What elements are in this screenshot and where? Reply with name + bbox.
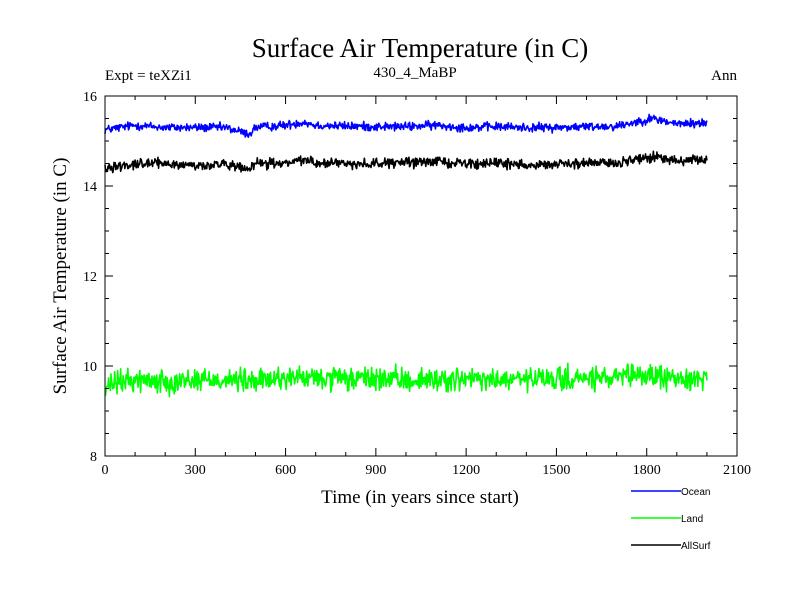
x-axis-label: Time (in years since start) [321, 487, 519, 508]
legend-label-ocean: Ocean [681, 487, 710, 498]
x-tick-label: 900 [365, 463, 386, 478]
x-tick-label: 600 [275, 463, 296, 478]
series-line-land [104, 362, 708, 398]
x-tick-label: 300 [185, 463, 206, 478]
legend: Ocean Land AllSurf [631, 487, 711, 552]
y-tick-label: 8 [90, 450, 97, 465]
axis-ticks [104, 95, 738, 457]
y-axis-label: Surface Air Temperature (in C) [50, 158, 71, 395]
x-tick-label: 1800 [633, 463, 661, 478]
plot-lines [104, 113, 708, 398]
y-tick-label: 12 [83, 270, 97, 285]
subtitle-right: Ann [711, 68, 737, 84]
y-tick-label: 14 [83, 180, 97, 195]
x-tick-label: 2100 [723, 463, 751, 478]
legend-label-allsurf: AllSurf [681, 541, 711, 552]
x-tick-label: 0 [102, 463, 109, 478]
chart-title: Surface Air Temperature (in C) [252, 33, 589, 63]
x-tick-label: 1500 [542, 463, 570, 478]
legend-label-land: Land [681, 514, 703, 525]
plot-frame [104, 95, 738, 457]
series-line-allsurf [104, 150, 708, 174]
y-tick-label: 16 [83, 90, 97, 105]
y-tick-label: 10 [83, 360, 97, 375]
x-tick-label: 1200 [452, 463, 480, 478]
subtitle-center: 430_4_MaBP [373, 65, 456, 81]
series-line-ocean [104, 113, 708, 138]
subtitle-left: Expt = teXZi1 [105, 68, 192, 84]
tick-labels: 0 300 600 900 1200 1500 1800 2100 8 10 12 14 16 [83, 90, 751, 478]
